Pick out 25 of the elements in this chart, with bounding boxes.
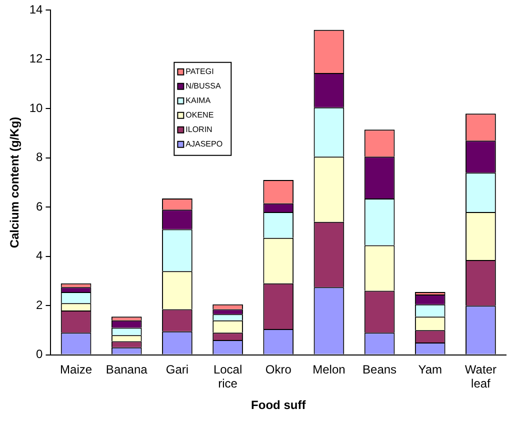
- x-tick-label: Maize: [60, 362, 92, 376]
- y-tick-label: 0: [36, 347, 44, 362]
- legend-label: N/BUSSA: [186, 82, 222, 91]
- y-axis-title: Calcium content (g/Kg): [8, 116, 22, 248]
- x-tick-label: Gari: [166, 362, 189, 376]
- y-tick-label: 12: [29, 52, 44, 66]
- x-tick-label: Okro: [265, 362, 292, 376]
- x-tick-label: Water leaf: [464, 362, 496, 391]
- x-tick-label: Melon: [312, 362, 346, 376]
- x-tick-label: Beans: [362, 362, 397, 376]
- legend-label: OKENE: [186, 110, 214, 120]
- x-axis-title: Food suff: [251, 398, 307, 412]
- legend-label: ILORIN: [186, 125, 213, 134]
- legend-label: PATEGI: [186, 67, 214, 76]
- y-tick-label: 14: [29, 2, 44, 17]
- y-tick-label: 10: [29, 100, 44, 115]
- legend-label: AJASEPO: [186, 140, 223, 149]
- y-tick-label: 4: [36, 248, 44, 263]
- x-tick-label: Local rice: [213, 362, 242, 391]
- y-tick-label: 2: [36, 298, 44, 312]
- y-tick-label: 8: [36, 150, 44, 164]
- legend-label: KAIMA: [186, 96, 212, 106]
- x-tick-label: Yam: [418, 362, 442, 376]
- y-tick-label: 6: [36, 199, 44, 214]
- x-tick-label: Banana: [106, 362, 148, 376]
